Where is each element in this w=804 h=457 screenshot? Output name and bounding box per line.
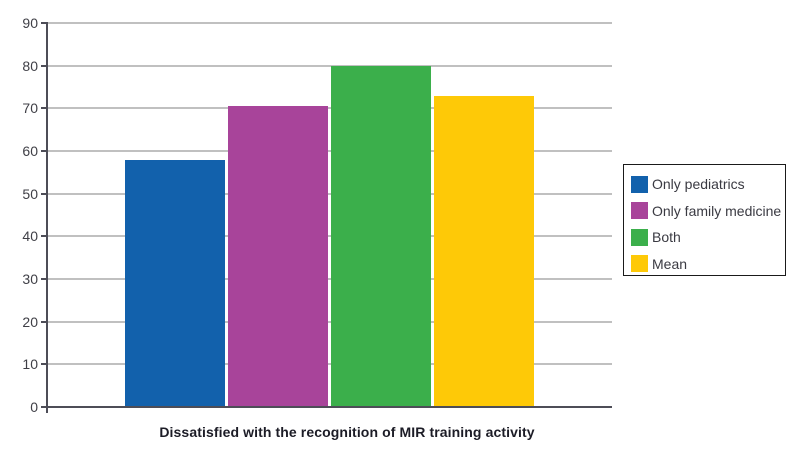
y-axis-tick-label: 50 <box>22 185 38 202</box>
y-axis-tick-label: 70 <box>22 100 38 117</box>
legend-swatch-only-pediatrics-icon <box>631 175 648 193</box>
x-axis-title: Dissatisfied with the recognition of MIR… <box>159 424 535 440</box>
plot-area <box>47 22 612 407</box>
y-axis-tick <box>41 64 47 67</box>
legend-item-only-family-medicine: Only family medicine <box>631 198 785 225</box>
x-axis-line <box>46 406 612 408</box>
y-axis-tick-label: 90 <box>22 15 38 31</box>
y-axis-tick-label: 0 <box>30 399 38 415</box>
gridline-y-80 <box>47 65 612 67</box>
y-axis-tick-label: 40 <box>22 228 38 245</box>
gridline-y-50 <box>47 193 612 195</box>
legend: Only pediatrics Only family medicine Both M… <box>623 164 786 276</box>
gridline-y-40 <box>47 235 612 237</box>
legend-item-both: Both <box>631 224 785 251</box>
y-axis-tick-label: 30 <box>22 271 38 287</box>
y-axis-tick-label: 80 <box>22 57 38 74</box>
y-axis-tick <box>41 406 47 408</box>
legend-swatch-only-family-medicine-icon <box>631 202 648 220</box>
bar-mean <box>434 95 534 407</box>
gridline-y-70 <box>47 107 612 109</box>
gridline-y-30 <box>47 278 612 280</box>
y-axis-tick <box>41 278 47 280</box>
legend-label: Only family medicine <box>652 202 782 219</box>
bar-only-pediatrics <box>125 159 225 407</box>
y-axis-tick <box>41 320 47 323</box>
y-axis-tick <box>41 235 47 238</box>
bar-both <box>331 65 431 407</box>
y-axis-tick <box>41 363 47 366</box>
y-axis-tick-label: 20 <box>22 313 38 330</box>
legend-swatch-both-icon <box>631 228 648 246</box>
legend-item-only-pediatrics: Only pediatrics <box>631 171 785 198</box>
y-axis-line <box>46 22 48 413</box>
y-axis-tick <box>41 22 47 24</box>
y-axis-tick <box>41 107 47 110</box>
legend-label: Only pediatrics <box>652 176 745 193</box>
gridline-y-10 <box>47 363 612 365</box>
legend-label: Mean <box>652 255 688 272</box>
gridline-y-60 <box>47 150 612 152</box>
y-axis-tick <box>41 192 47 195</box>
bar-only-family-medicine <box>228 106 328 407</box>
gridline-y-90 <box>47 22 612 24</box>
legend-swatch-mean-icon <box>631 255 648 273</box>
legend-label: Both <box>652 229 681 246</box>
y-axis-tick <box>41 150 47 152</box>
y-axis-tick-label: 10 <box>22 356 38 373</box>
y-axis-tick-label: 60 <box>22 143 38 159</box>
gridline-y-20 <box>47 321 612 323</box>
legend-item-mean: Mean <box>631 251 785 278</box>
